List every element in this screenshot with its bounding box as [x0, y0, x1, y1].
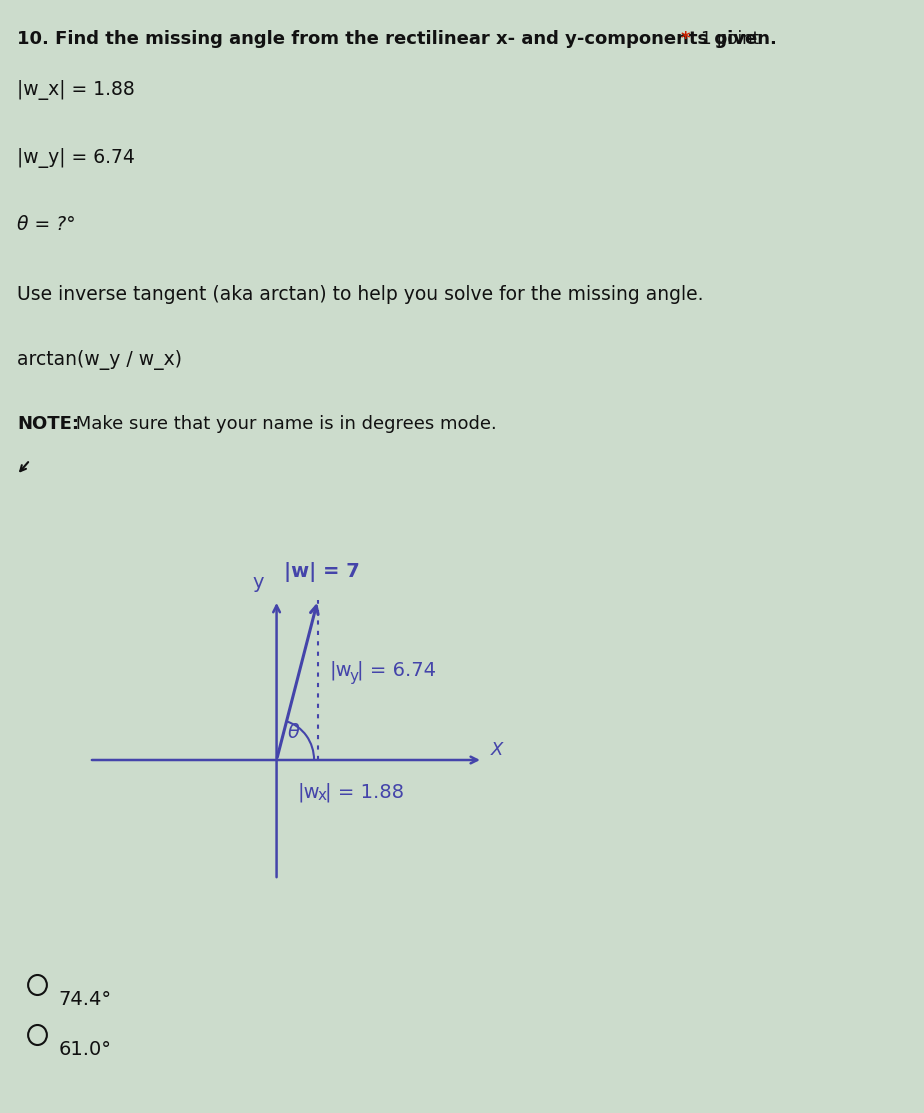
Text: 61.0°: 61.0°	[58, 1040, 111, 1058]
Text: Make sure that your name is in degrees mode.: Make sure that your name is in degrees m…	[70, 415, 497, 433]
Text: |w| = 7: |w| = 7	[284, 562, 359, 582]
Text: | = 1.88: | = 1.88	[325, 782, 405, 801]
Text: |w_y| = 6.74: |w_y| = 6.74	[17, 148, 135, 168]
Text: |w: |w	[329, 660, 352, 680]
Text: 10. Find the missing angle from the rectilinear x- and y-components given.: 10. Find the missing angle from the rect…	[17, 30, 777, 48]
Text: θ: θ	[287, 722, 299, 741]
Text: arctan(w_y / w_x): arctan(w_y / w_x)	[17, 349, 182, 370]
Text: 1 point: 1 point	[701, 30, 760, 48]
Text: Use inverse tangent (aka arctan) to help you solve for the missing angle.: Use inverse tangent (aka arctan) to help…	[17, 285, 703, 304]
Text: θ = ?°: θ = ?°	[17, 215, 76, 234]
Text: y: y	[252, 573, 263, 592]
Text: X: X	[491, 741, 503, 759]
Text: NOTE:: NOTE:	[17, 415, 79, 433]
Text: x: x	[318, 788, 327, 802]
Text: 74.4°: 74.4°	[58, 989, 111, 1009]
Text: *: *	[681, 30, 690, 48]
Text: |w: |w	[298, 782, 320, 801]
Text: y: y	[349, 669, 359, 683]
Text: | = 6.74: | = 6.74	[358, 660, 436, 680]
Text: |w_x| = 1.88: |w_x| = 1.88	[17, 80, 135, 100]
